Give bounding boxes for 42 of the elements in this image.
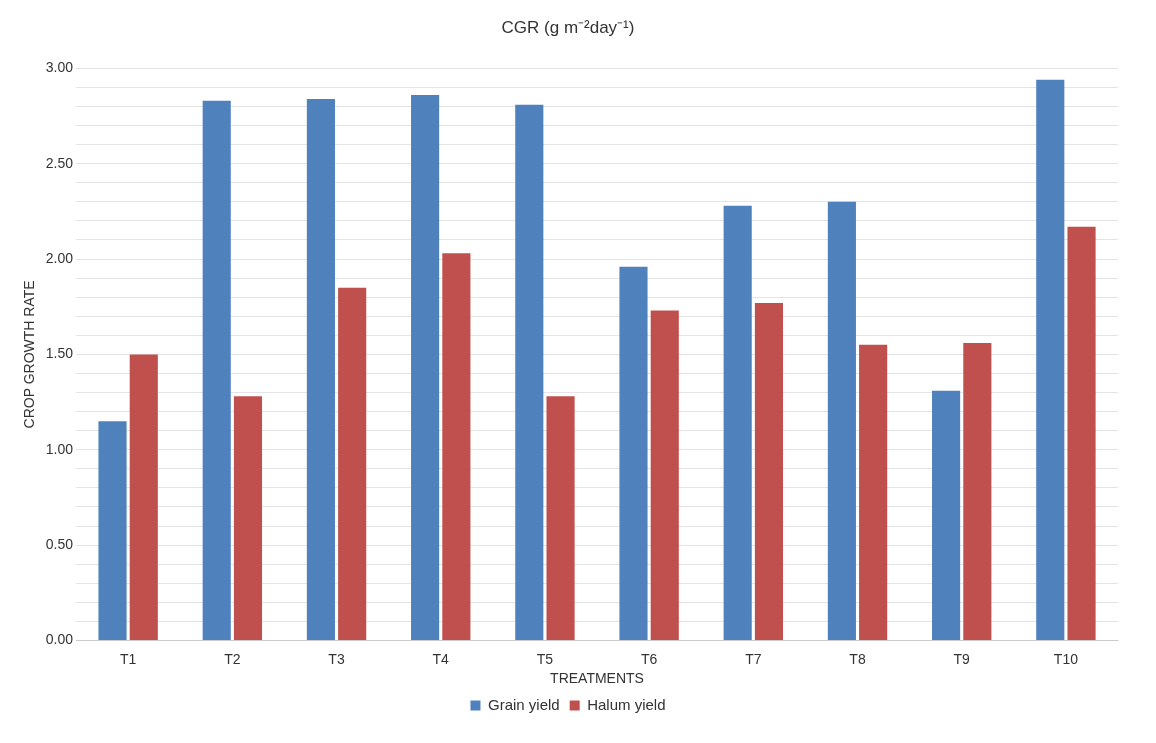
bar <box>827 201 856 640</box>
bar <box>98 421 127 640</box>
bar <box>129 354 158 640</box>
y-tick-label: 0.00 <box>45 631 74 648</box>
x-tick-label: T7 <box>745 650 762 667</box>
bar <box>859 344 888 640</box>
bar <box>202 100 231 640</box>
y-tick-label: 1.00 <box>45 440 74 457</box>
x-axis-title: TREATMENTS <box>550 670 644 687</box>
x-tick-label: T5 <box>536 650 554 667</box>
x-tick-label: T9 <box>953 650 971 667</box>
bar <box>650 310 679 640</box>
y-tick-label: 1.50 <box>45 345 74 362</box>
x-tick-label: T8 <box>849 650 866 667</box>
bar <box>963 342 992 640</box>
bar <box>754 302 784 640</box>
bar <box>723 205 752 640</box>
x-tick-label: T2 <box>224 650 241 667</box>
bar <box>411 95 440 640</box>
bar <box>515 104 544 640</box>
chart-title: CGR (g m⁻²day⁻¹) <box>501 17 635 37</box>
bar <box>932 390 961 640</box>
bar <box>442 253 471 640</box>
bar <box>1036 79 1065 640</box>
legend-label: Halum yield <box>587 695 666 713</box>
bar <box>338 287 367 640</box>
legend-label: Grain yield <box>487 695 560 713</box>
bar <box>619 266 648 640</box>
x-tick-label: T10 <box>1053 650 1079 667</box>
x-tick-label: T4 <box>432 650 450 667</box>
y-tick-label: 0.50 <box>45 535 74 552</box>
x-tick-label: T3 <box>328 650 345 667</box>
bar <box>546 396 575 640</box>
bar <box>233 396 263 640</box>
bar <box>306 98 335 640</box>
x-tick-label: T6 <box>640 650 658 667</box>
x-tick-label: T1 <box>119 650 137 667</box>
y-axis-title: CROP GROWTH RATE <box>21 280 38 429</box>
y-tick-label: 2.50 <box>45 154 74 171</box>
y-tick-label: 2.00 <box>45 249 74 266</box>
y-tick-label: 3.00 <box>45 59 74 76</box>
bar <box>1067 226 1096 640</box>
